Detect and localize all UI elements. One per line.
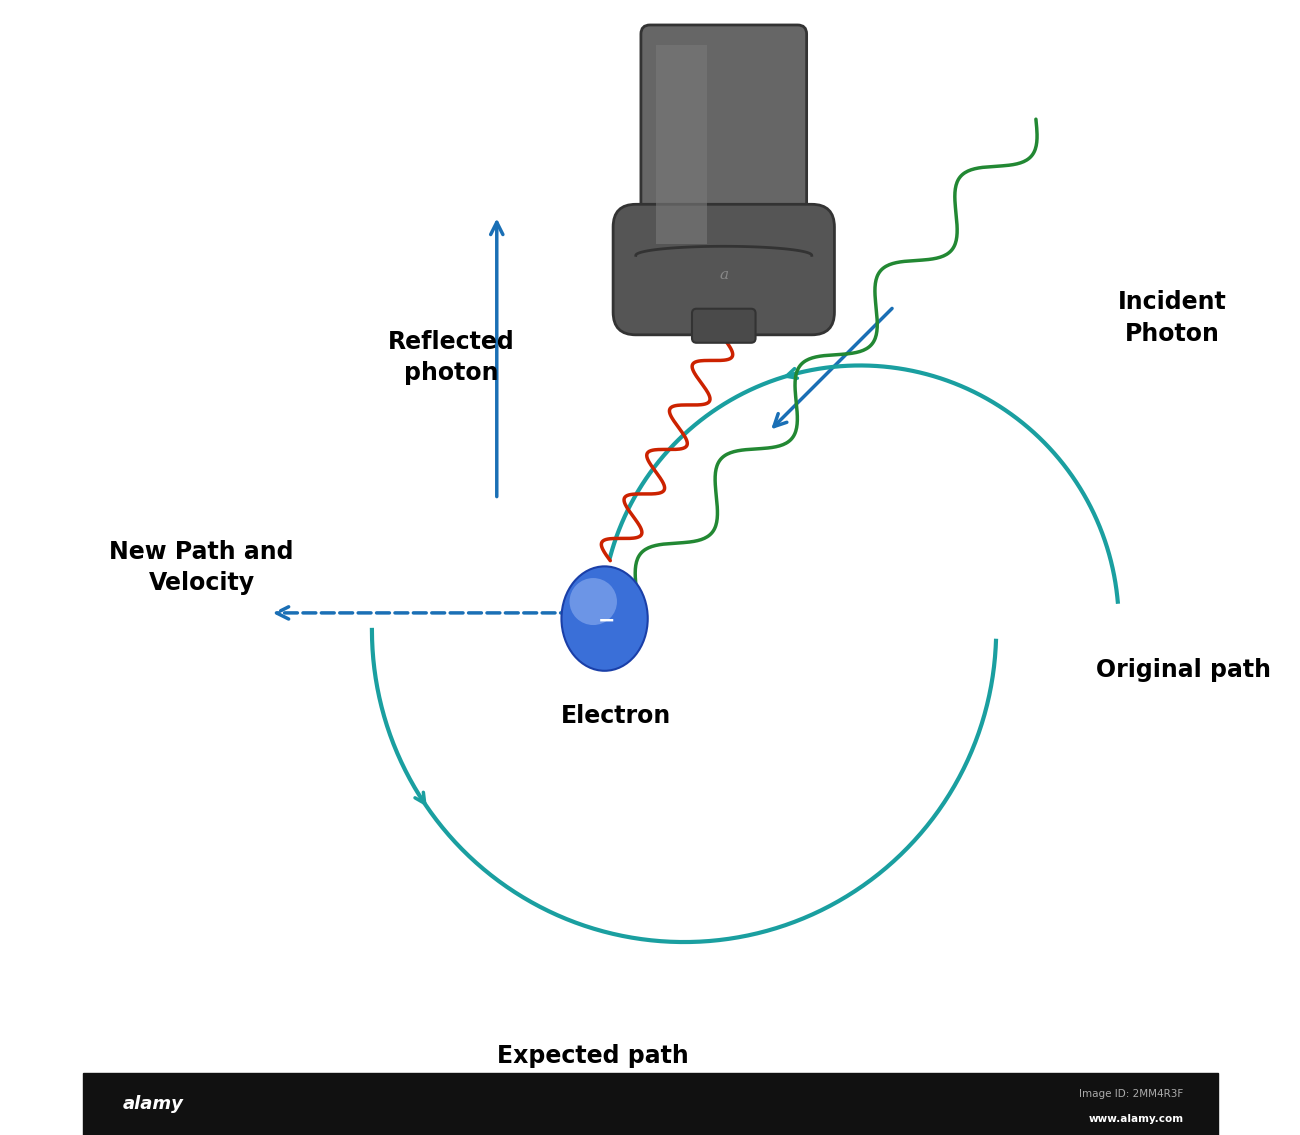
Ellipse shape: [569, 578, 618, 625]
Text: Expected path: Expected path: [498, 1043, 689, 1068]
Text: Image ID: 2MM4R3F: Image ID: 2MM4R3F: [1079, 1090, 1183, 1100]
FancyBboxPatch shape: [692, 309, 755, 343]
Text: New Path and
Velocity: New Path and Velocity: [109, 540, 294, 595]
Text: alamy: alamy: [122, 1095, 183, 1112]
Polygon shape: [655, 45, 707, 244]
Text: −: −: [598, 611, 616, 631]
Text: Incident
Photon: Incident Photon: [1118, 291, 1226, 345]
Bar: [82, 1073, 1218, 1135]
Text: a: a: [719, 268, 728, 281]
Text: www.alamy.com: www.alamy.com: [1088, 1115, 1183, 1125]
FancyBboxPatch shape: [614, 204, 835, 335]
Text: Reflected
photon: Reflected photon: [387, 330, 515, 385]
FancyBboxPatch shape: [641, 25, 806, 264]
Ellipse shape: [562, 566, 647, 671]
Text: Original path: Original path: [1096, 657, 1271, 682]
Text: Electron: Electron: [560, 704, 671, 728]
